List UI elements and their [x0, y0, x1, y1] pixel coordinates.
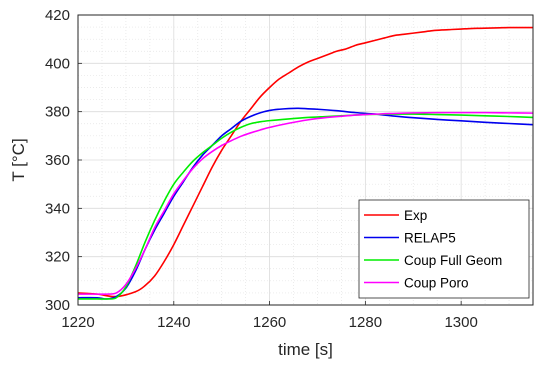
y-tick-label: 340 [45, 200, 70, 217]
legend: Exp RELAP5 Coup Full Geom Coup Poro [358, 199, 530, 299]
legend-box [358, 199, 530, 299]
x-tick-label: 1240 [157, 314, 190, 331]
series-line-coup-poro [78, 111, 533, 296]
y-tick-label: 320 [45, 249, 70, 266]
y-tick-label: 400 [45, 55, 70, 72]
y-tick-label: 380 [45, 104, 70, 121]
y-axis-label: T [°C] [9, 138, 28, 181]
legend-label-relap5: RELAP5 [404, 231, 456, 246]
x-tick-label: 1300 [444, 314, 477, 331]
series-lines [78, 26, 533, 300]
legend-label-coup-poro: Coup Poro [404, 276, 469, 291]
y-tick-label: 300 [45, 297, 70, 314]
legend-label-exp: Exp [404, 208, 427, 223]
axis-ticks: 1220 1240 1260 1280 1300 300 320 340 360 380 400 42… [45, 7, 478, 331]
y-tick-label: 360 [45, 152, 70, 169]
x-tick-label: 1260 [253, 314, 286, 331]
legend-label-coup-full-geom: Coup Full Geom [404, 253, 502, 268]
x-axis-label: time [s] [278, 340, 333, 359]
series-line-coup-full-geom [78, 113, 533, 300]
x-tick-label: 1220 [61, 314, 94, 331]
y-tick-label: 420 [45, 7, 70, 24]
series-line-exp [78, 26, 533, 298]
x-tick-label: 1280 [349, 314, 382, 331]
